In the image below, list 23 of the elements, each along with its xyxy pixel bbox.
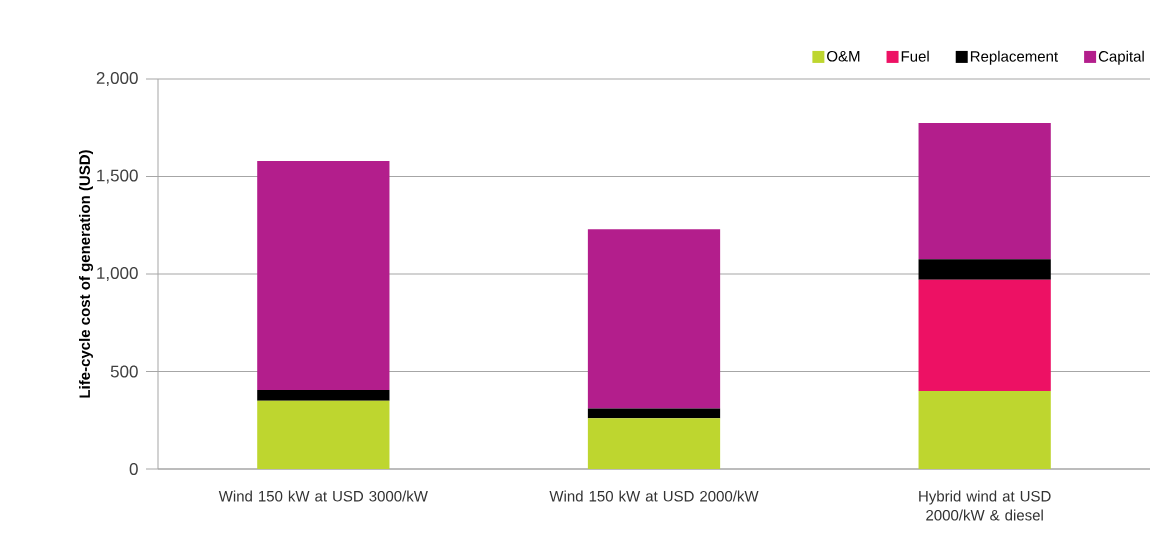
y-tick-label: 500 [110,365,138,378]
legend-label: Replacement [970,50,1058,65]
bar [918,391,1051,469]
x-tick-label: Wind 150 kW at USD 2000/kW [549,490,759,502]
y-tick-label: 2,000 [96,71,138,87]
bar [587,408,721,419]
x-tick-label: Wind 150 kW at USD 3000/kW [218,490,428,502]
y-axis-title: Life-cycle cost of generation (USD) [79,150,94,398]
bar [587,418,721,469]
bar [257,400,390,469]
bar [918,122,1051,260]
y-tick-label: 0 [129,462,138,476]
bar [587,229,721,409]
y-tick-label: 1,000 [97,266,138,282]
bar [257,390,390,401]
bar [918,259,1051,280]
x-tick-label: Hybrid wind at USD 2000/kW & diesel [919,490,1051,521]
legend-label: Fuel [901,50,929,62]
bar [918,279,1051,391]
bar [257,160,390,391]
legend-label: Capital [1098,50,1144,65]
y-tick-label: 1,500 [97,169,138,184]
legend-label: O&M [827,50,860,62]
